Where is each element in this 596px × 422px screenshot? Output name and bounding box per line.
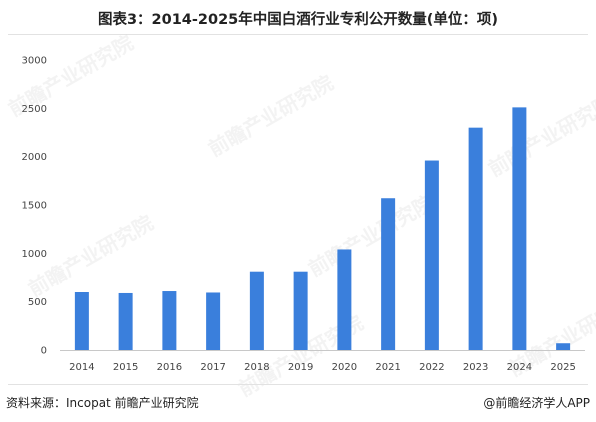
x-tick-label: 2015	[113, 362, 138, 373]
y-tick-label: 0	[41, 346, 47, 357]
bar-2015	[118, 292, 133, 350]
bar-2018	[249, 271, 264, 350]
bar-2021	[381, 198, 396, 350]
x-tick-label: 2017	[200, 362, 225, 373]
source-note: 资料来源：Incopat 前瞻产业研究院	[6, 396, 199, 410]
bar-2025	[556, 343, 571, 350]
bar-2023	[468, 127, 483, 351]
x-tick-label: 2023	[463, 362, 488, 373]
bar-2022	[424, 160, 439, 350]
y-tick-label: 1500	[22, 201, 47, 212]
y-tick-label: 500	[28, 297, 47, 308]
y-tick-label: 2500	[22, 104, 47, 115]
bar-chart: 0 500 1000 1500 2000 2500 3000 2014 2015 2016 2017…	[22, 56, 585, 373]
x-tick-label: 2021	[375, 362, 400, 373]
x-tick-label: 2014	[69, 362, 94, 373]
bar-2020	[337, 249, 352, 350]
bar-2016	[162, 291, 177, 350]
footer-divider	[8, 384, 588, 385]
brand-label: @前瞻经济学人APP	[483, 396, 590, 410]
x-tick-label: 2024	[507, 362, 532, 373]
title-divider	[8, 34, 588, 35]
x-tick-label: 2016	[157, 362, 182, 373]
bar-2019	[293, 271, 308, 350]
x-tick-label: 2022	[419, 362, 444, 373]
y-tick-label: 2000	[22, 152, 47, 163]
chart-title: 图表3：2014-2025年中国白酒行业专利公开数量(单位：项)	[97, 12, 499, 28]
y-tick-label: 1000	[22, 249, 47, 260]
bar-2024	[512, 107, 527, 350]
y-tick-label: 3000	[22, 56, 47, 67]
x-tick-label: 2025	[550, 362, 575, 373]
x-tick-label: 2018	[244, 362, 269, 373]
bar-2014	[74, 292, 89, 350]
bar-2017	[206, 292, 221, 350]
x-tick-label: 2019	[288, 362, 313, 373]
x-tick-label: 2020	[332, 362, 357, 373]
